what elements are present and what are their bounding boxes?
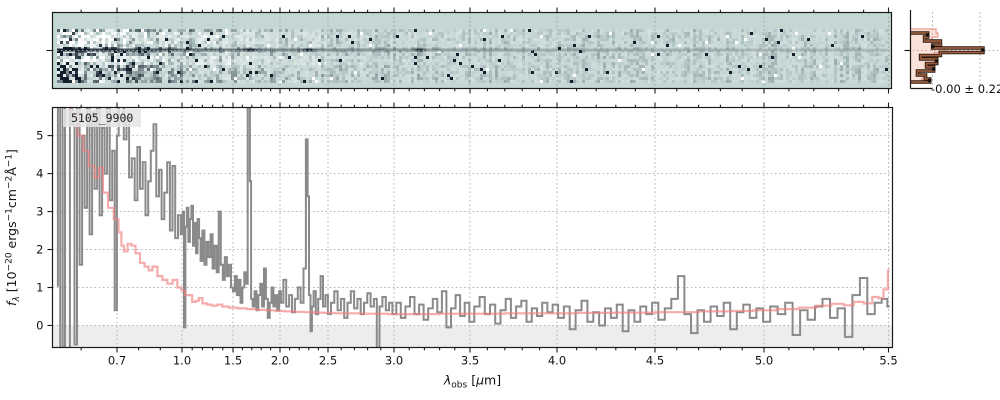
y-tick-label: 1 <box>36 281 43 295</box>
observed-spectrum-line <box>56 107 890 348</box>
x-tick-label: 4.5 <box>646 354 664 368</box>
main-tick-labels: 0.7 1.0 1.5 2.0 2.5 3.0 3.5 4.0 4.5 5.0 5.5 0 1 2 3 4 5 <box>36 129 897 368</box>
profile-marker <box>925 33 930 37</box>
profile-marker <box>931 44 935 49</box>
cutout-panel-axes <box>46 7 893 94</box>
y-tick-label: 2 <box>36 243 43 257</box>
main-spectrum-panel: 0.7 1.0 1.5 2.0 2.5 3.0 3.5 4.0 4.5 5.0 5.5 0 1 2 3 4 5 λ… <box>4 102 898 391</box>
x-tick-label: 1.0 <box>173 354 191 368</box>
y-tick-label: 0 <box>36 318 43 332</box>
y-tick-label: 4 <box>36 167 43 181</box>
y-tick-label: 5 <box>36 129 43 143</box>
main-axes <box>51 106 894 349</box>
profile-stats-label: -0.00 ± 0.22 <box>931 82 1000 96</box>
x-tick-label: 3.5 <box>461 354 479 368</box>
main-ticks <box>47 102 890 353</box>
source-id-label: 5105_9900 <box>63 109 142 127</box>
profile-grid <box>904 12 998 89</box>
y-tick-label: 3 <box>36 205 43 219</box>
observed-profile-line <box>910 32 984 83</box>
profile-marker <box>928 78 932 83</box>
x-tick-label: 5.0 <box>755 354 773 368</box>
x-tick-label: 1.5 <box>224 354 242 368</box>
spectrum-lines <box>56 107 890 348</box>
x-axis-label: λobs [μm] <box>443 373 501 391</box>
x-tick-label: 0.7 <box>108 354 126 368</box>
profile-marker <box>981 48 985 52</box>
profile-marker <box>935 59 939 63</box>
x-tick-label: 3.0 <box>385 354 403 368</box>
cutout-grid <box>52 12 892 89</box>
x-tick-label: 2.5 <box>319 354 337 368</box>
x-tick-label: 2.0 <box>271 354 289 368</box>
x-tick-label: 5.5 <box>879 354 897 368</box>
profile-marker <box>931 67 936 71</box>
y-axis-label: fλ [10−20 ergs−1cm−2Å−1] <box>4 149 22 306</box>
model-spectrum-line <box>69 107 890 316</box>
x-tick-label: 4.0 <box>548 354 566 368</box>
below-zero-shade <box>52 325 893 348</box>
spatial-profile-panel <box>904 10 998 90</box>
profile-axes <box>904 10 933 90</box>
cutout-ticks <box>46 7 890 94</box>
